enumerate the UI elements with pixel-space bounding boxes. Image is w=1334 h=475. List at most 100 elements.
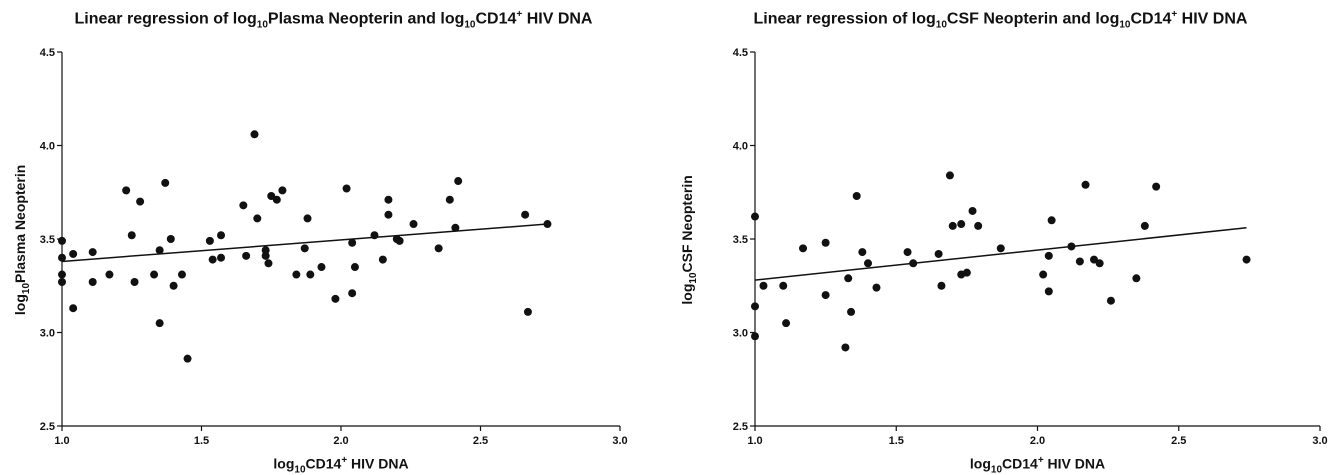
data-point <box>58 253 66 262</box>
data-point <box>957 220 966 229</box>
data-point <box>903 248 912 257</box>
data-point <box>384 210 393 219</box>
data-point <box>155 319 164 328</box>
data-point <box>751 302 759 311</box>
data-point <box>1152 182 1161 191</box>
data-point <box>166 235 175 243</box>
data-point <box>1044 251 1053 260</box>
data-point <box>300 244 309 253</box>
data-point <box>177 270 186 279</box>
regression-line <box>754 227 1247 281</box>
data-point <box>782 319 791 328</box>
data-point <box>348 289 357 298</box>
data-point <box>88 278 97 287</box>
data-point <box>821 238 830 247</box>
data-point <box>1140 221 1149 230</box>
data-point <box>521 210 530 219</box>
regression-line <box>61 223 548 263</box>
chart-csf-neopterin: Linear regression of log10CSF Neopterin … <box>667 0 1334 475</box>
data-point <box>348 238 357 247</box>
data-point <box>962 268 971 277</box>
x-tick-label: 1.5 <box>889 435 904 447</box>
y-axis-label: log10Plasma Neopterin <box>12 164 32 316</box>
x-tick-label: 3.0 <box>1312 435 1327 447</box>
data-point <box>69 304 78 313</box>
data-point <box>261 251 270 260</box>
data-point <box>150 270 159 279</box>
data-point <box>1047 216 1056 225</box>
data-point <box>350 263 359 272</box>
x-tick-label: 1.0 <box>54 435 69 447</box>
data-point <box>205 236 214 245</box>
y-tick-label: 3.0 <box>733 328 748 340</box>
data-point <box>58 270 66 279</box>
data-point <box>378 255 387 264</box>
x-axis-label: log10CD14+ HIV DNA <box>273 454 409 475</box>
data-point <box>250 130 259 139</box>
data-point <box>852 191 861 200</box>
data-point <box>759 281 768 290</box>
y-tick-label: 3.0 <box>40 328 55 340</box>
y-tick-label: 4.0 <box>40 141 55 153</box>
data-point <box>183 354 192 363</box>
data-point <box>409 220 418 229</box>
data-point <box>292 270 301 279</box>
data-point <box>69 249 78 258</box>
data-point <box>122 186 131 195</box>
y-tick-label: 4.0 <box>733 141 748 153</box>
y-axis-label: log10CSF Neopterin <box>679 175 699 305</box>
data-point <box>395 236 404 245</box>
data-point <box>239 201 248 210</box>
data-point <box>253 214 262 223</box>
data-point <box>974 221 983 230</box>
y-tick-label: 2.5 <box>733 421 748 433</box>
data-point <box>105 270 114 279</box>
data-point <box>996 244 1005 253</box>
data-point <box>303 214 312 223</box>
data-point <box>1106 296 1115 305</box>
data-point <box>909 259 918 268</box>
y-tick-label: 4.5 <box>40 47 55 59</box>
data-point <box>58 278 66 287</box>
data-point <box>331 294 340 303</box>
data-point <box>1081 180 1090 189</box>
data-point <box>543 220 552 229</box>
data-point <box>751 332 759 341</box>
data-point <box>434 244 443 253</box>
data-point <box>844 274 853 283</box>
data-point <box>948 221 957 230</box>
data-point <box>799 244 808 253</box>
data-point <box>1044 287 1053 296</box>
y-tick-label: 3.5 <box>733 234 748 246</box>
data-point <box>130 278 139 287</box>
data-point <box>451 223 460 232</box>
data-point <box>1095 259 1104 268</box>
data-point <box>445 195 454 204</box>
data-point <box>384 195 393 204</box>
data-point <box>945 171 954 180</box>
data-point <box>1132 274 1141 283</box>
x-tick-label: 3.0 <box>612 435 627 447</box>
x-tick-label: 2.5 <box>473 435 488 447</box>
x-axis-label: log10CD14+ HIV DNA <box>969 454 1106 475</box>
data-point <box>161 178 170 187</box>
data-point <box>751 212 759 221</box>
data-point <box>872 283 881 292</box>
chart-title: Linear regression of log10Plasma Neopter… <box>74 9 593 31</box>
chart-title: Linear regression of log10CSF Neopterin … <box>753 9 1248 31</box>
data-point <box>1242 255 1251 264</box>
x-tick-label: 2.0 <box>333 435 348 447</box>
data-point <box>317 263 326 272</box>
data-point <box>821 291 830 300</box>
data-point <box>1039 270 1048 279</box>
data-point <box>88 248 97 257</box>
data-point <box>208 255 217 264</box>
data-point <box>858 248 867 257</box>
data-point <box>937 281 946 290</box>
data-point <box>1067 242 1076 251</box>
chart-plasma-neopterin: Linear regression of log10Plasma Neopter… <box>12 9 628 475</box>
data-point <box>136 197 145 206</box>
data-point <box>1090 255 1098 264</box>
data-point <box>261 246 270 255</box>
data-point <box>454 177 463 186</box>
